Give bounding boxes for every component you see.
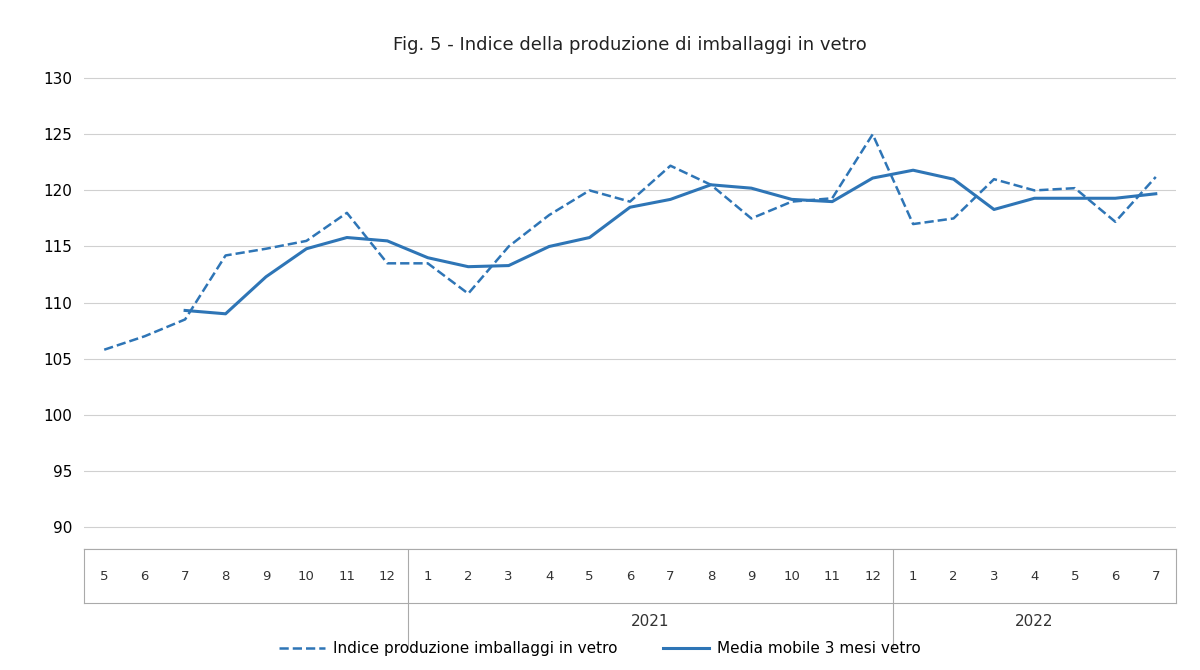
Indice produzione imballaggi in vetro	[502, 243, 516, 251]
Media mobile 3 mesi vetro	[1148, 190, 1163, 198]
Media mobile 3 mesi vetro	[259, 273, 274, 281]
Media mobile 3 mesi vetro	[340, 234, 354, 242]
Indice produzione imballaggi in vetro	[664, 161, 678, 170]
Line: Indice produzione imballaggi in vetro: Indice produzione imballaggi in vetro	[104, 134, 1156, 350]
Text: 8: 8	[221, 570, 229, 583]
Indice produzione imballaggi in vetro	[178, 316, 192, 324]
Indice produzione imballaggi in vetro	[703, 181, 718, 189]
Text: 4: 4	[545, 570, 553, 583]
Indice produzione imballaggi in vetro	[865, 130, 880, 138]
Indice produzione imballaggi in vetro	[259, 245, 274, 253]
Indice produzione imballaggi in vetro	[1108, 218, 1122, 226]
Media mobile 3 mesi vetro	[906, 166, 920, 174]
Text: 6: 6	[1111, 570, 1120, 583]
Indice produzione imballaggi in vetro	[542, 211, 557, 219]
Text: 3: 3	[990, 570, 998, 583]
Indice produzione imballaggi in vetro	[826, 194, 840, 202]
Text: 11: 11	[338, 570, 355, 583]
Media mobile 3 mesi vetro	[1108, 194, 1122, 202]
Text: 2: 2	[949, 570, 958, 583]
Indice produzione imballaggi in vetro	[744, 214, 758, 222]
Indice produzione imballaggi in vetro	[986, 175, 1001, 183]
Text: 9: 9	[748, 570, 756, 583]
Text: 2021: 2021	[631, 614, 670, 629]
Media mobile 3 mesi vetro	[664, 196, 678, 204]
Text: 1: 1	[908, 570, 917, 583]
Media mobile 3 mesi vetro	[1027, 194, 1042, 202]
Media mobile 3 mesi vetro	[865, 174, 880, 182]
Text: 12: 12	[379, 570, 396, 583]
Indice produzione imballaggi in vetro	[1148, 173, 1163, 181]
Indice produzione imballaggi in vetro	[299, 237, 313, 245]
Text: 9: 9	[262, 570, 270, 583]
Media mobile 3 mesi vetro	[420, 254, 434, 262]
Media mobile 3 mesi vetro	[744, 184, 758, 192]
Text: 12: 12	[864, 570, 881, 583]
Indice produzione imballaggi in vetro	[97, 346, 112, 354]
Text: 5: 5	[586, 570, 594, 583]
Legend: Indice produzione imballaggi in vetro, Media mobile 3 mesi vetro: Indice produzione imballaggi in vetro, M…	[274, 635, 926, 663]
Media mobile 3 mesi vetro	[1068, 194, 1082, 202]
Media mobile 3 mesi vetro	[461, 263, 475, 271]
Media mobile 3 mesi vetro	[986, 206, 1001, 214]
Indice produzione imballaggi in vetro	[340, 209, 354, 217]
Text: 2: 2	[464, 570, 473, 583]
Text: 11: 11	[823, 570, 841, 583]
Media mobile 3 mesi vetro	[947, 175, 961, 183]
Text: 7: 7	[181, 570, 190, 583]
Indice produzione imballaggi in vetro	[582, 186, 596, 194]
Indice produzione imballaggi in vetro	[1068, 184, 1082, 192]
Indice produzione imballaggi in vetro	[906, 220, 920, 228]
Text: 6: 6	[140, 570, 149, 583]
Indice produzione imballaggi in vetro	[1027, 186, 1042, 194]
Text: 5: 5	[1070, 570, 1079, 583]
Indice produzione imballaggi in vetro	[623, 198, 637, 206]
Text: 8: 8	[707, 570, 715, 583]
Media mobile 3 mesi vetro	[178, 306, 192, 314]
Text: 7: 7	[1152, 570, 1160, 583]
Indice produzione imballaggi in vetro	[420, 259, 434, 267]
Text: 3: 3	[504, 570, 512, 583]
Title: Fig. 5 - Indice della produzione di imballaggi in vetro: Fig. 5 - Indice della produzione di imba…	[394, 36, 866, 54]
Text: 6: 6	[626, 570, 634, 583]
Text: 2022: 2022	[1015, 614, 1054, 629]
Indice produzione imballaggi in vetro	[947, 214, 961, 222]
Indice produzione imballaggi in vetro	[380, 259, 395, 267]
Media mobile 3 mesi vetro	[218, 310, 233, 318]
Media mobile 3 mesi vetro	[623, 203, 637, 211]
Media mobile 3 mesi vetro	[582, 234, 596, 242]
Line: Media mobile 3 mesi vetro: Media mobile 3 mesi vetro	[185, 170, 1156, 314]
Media mobile 3 mesi vetro	[826, 198, 840, 206]
Media mobile 3 mesi vetro	[380, 237, 395, 245]
Media mobile 3 mesi vetro	[703, 181, 718, 189]
Indice produzione imballaggi in vetro	[218, 251, 233, 259]
Text: 1: 1	[424, 570, 432, 583]
Media mobile 3 mesi vetro	[502, 261, 516, 269]
Indice produzione imballaggi in vetro	[785, 198, 799, 206]
Text: 10: 10	[784, 570, 800, 583]
Media mobile 3 mesi vetro	[299, 245, 313, 253]
Indice produzione imballaggi in vetro	[138, 332, 152, 340]
Media mobile 3 mesi vetro	[542, 243, 557, 251]
Text: 5: 5	[100, 570, 108, 583]
Media mobile 3 mesi vetro	[785, 196, 799, 204]
Text: 10: 10	[298, 570, 314, 583]
Text: 7: 7	[666, 570, 674, 583]
Text: 4: 4	[1031, 570, 1039, 583]
Indice produzione imballaggi in vetro	[461, 289, 475, 297]
